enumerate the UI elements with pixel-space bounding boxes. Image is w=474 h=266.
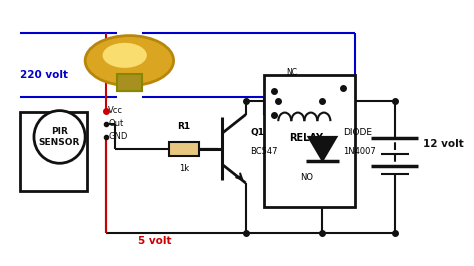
Text: 1N4007: 1N4007 [344, 147, 376, 156]
Text: R1: R1 [177, 122, 191, 131]
Text: NO: NO [300, 173, 313, 182]
Text: Q1: Q1 [250, 128, 264, 138]
Circle shape [85, 36, 173, 86]
Text: 1k: 1k [179, 164, 189, 173]
Text: BC547: BC547 [250, 147, 278, 156]
Text: 12 volt: 12 volt [422, 139, 463, 148]
Text: 5 volt: 5 volt [138, 236, 172, 246]
Text: Out: Out [109, 119, 124, 128]
Text: GND: GND [109, 132, 128, 142]
Text: NC: NC [287, 68, 298, 77]
Bar [264, 75, 355, 207]
Ellipse shape [34, 111, 85, 163]
Bar [20, 112, 88, 191]
Text: PIR
SENSOR: PIR SENSOR [39, 127, 80, 147]
Bar [169, 142, 199, 156]
Text: Vcc: Vcc [109, 106, 123, 115]
Circle shape [102, 43, 147, 68]
Text: RELAY: RELAY [289, 133, 323, 143]
Text: 220 volt: 220 volt [20, 70, 68, 80]
Text: DIODE: DIODE [344, 128, 373, 138]
Bar [117, 74, 142, 91]
Polygon shape [309, 137, 337, 161]
